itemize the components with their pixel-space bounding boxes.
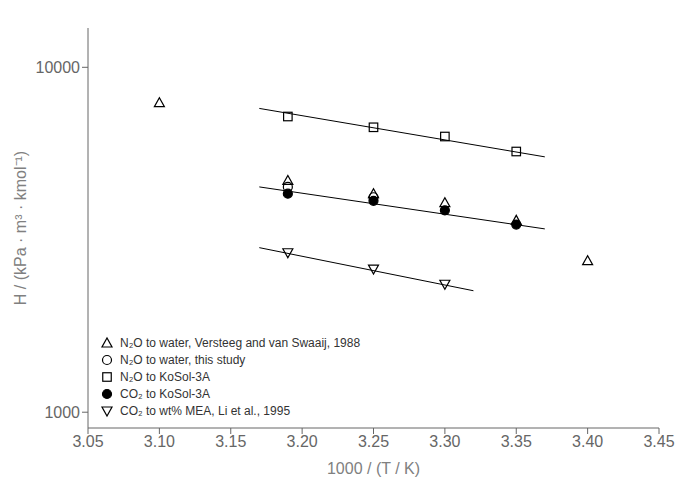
svg-text:3.40: 3.40 bbox=[572, 433, 603, 450]
svg-text:3.25: 3.25 bbox=[358, 433, 389, 450]
html-text:CO₂ to KoSol-3A: CO₂ to KoSol-3A bbox=[120, 387, 210, 401]
svg-text:1000: 1000 bbox=[44, 404, 80, 421]
svg-text:3.05: 3.05 bbox=[72, 433, 103, 450]
svg-text:3.35: 3.35 bbox=[501, 433, 532, 450]
html-text:N₂O to water, this study: N₂O to water, this study bbox=[120, 353, 246, 367]
svg-text:3.45: 3.45 bbox=[643, 433, 674, 450]
html-text:CO₂ to wt% MEA, Li et al., 199: CO₂ to wt% MEA, Li et al., 1995 bbox=[120, 404, 291, 418]
svg-text:3.10: 3.10 bbox=[144, 433, 175, 450]
svg-text:1000 / (T / K): 1000 / (T / K) bbox=[327, 460, 420, 477]
html-text:N₂O to water, Versteeg and van: N₂O to water, Versteeg and van Swaaij, 1… bbox=[120, 336, 361, 350]
svg-text:10000: 10000 bbox=[36, 59, 81, 76]
svg-text:3.15: 3.15 bbox=[215, 433, 246, 450]
html-text:N₂O to KoSol-3A: N₂O to KoSol-3A bbox=[120, 370, 210, 384]
svg-text:3.30: 3.30 bbox=[429, 433, 460, 450]
svg-text:3.20: 3.20 bbox=[287, 433, 318, 450]
svg-text:H / (kPa · m³ · kmol⁻¹): H / (kPa · m³ · kmol⁻¹) bbox=[12, 151, 29, 305]
